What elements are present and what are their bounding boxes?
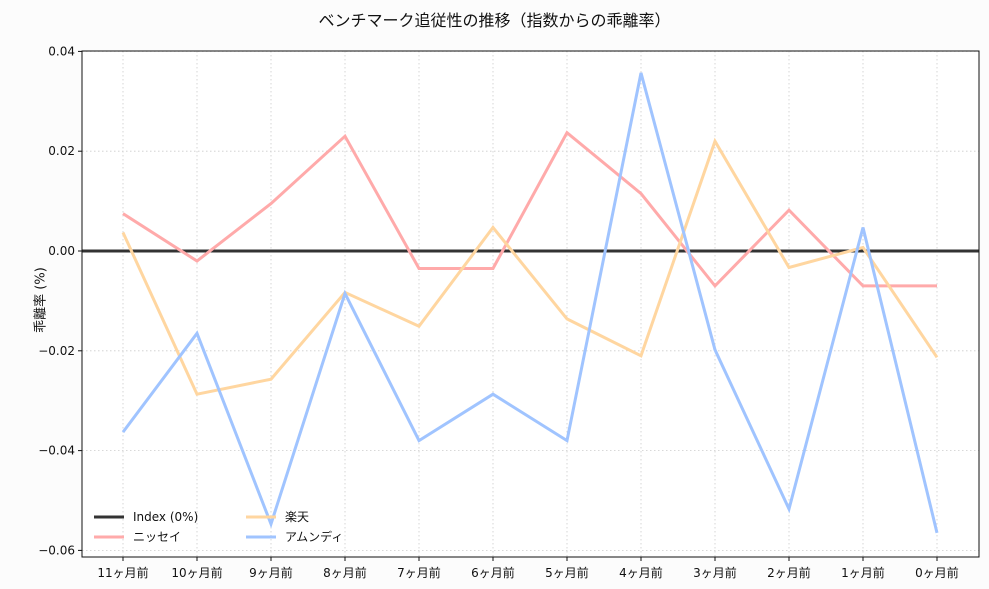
y-tick-label: −0.04 — [38, 444, 75, 458]
x-tick-label: 8ヶ月前 — [323, 565, 367, 580]
y-tick-label: 0.02 — [48, 144, 75, 158]
x-tick-label: 3ヶ月前 — [693, 565, 737, 580]
x-tick-label: 10ヶ月前 — [171, 565, 222, 580]
y-tick-label: 0.00 — [48, 244, 75, 258]
x-tick-label: 0ヶ月前 — [915, 565, 959, 580]
x-tick-label: 2ヶ月前 — [767, 565, 811, 580]
x-tick-label: 7ヶ月前 — [397, 565, 441, 580]
plot-frame — [81, 50, 980, 558]
x-axis-ticks: 11ヶ月前 10ヶ月前 9ヶ月前 8ヶ月前 7ヶ月前 6ヶ月前 5ヶ月前 4ヶ月前 3ヶ月前 2ヶ… — [97, 557, 959, 580]
x-tick-label: 4ヶ月前 — [619, 565, 663, 580]
series-line — [121, 137, 939, 396]
x-tick-label: 5ヶ月前 — [545, 565, 589, 580]
legend-label: ニッセイ — [133, 530, 181, 544]
x-tick-label: 9ヶ月前 — [249, 565, 293, 580]
x-tick-label: 1ヶ月前 — [841, 565, 885, 580]
legend-label: 楽天 — [285, 510, 309, 524]
chart-title: ベンチマーク追従性の推移（指数からの乖離率） — [318, 11, 671, 30]
plot-area — [82, 51, 979, 557]
series-line — [122, 130, 937, 289]
y-tick-label: −0.02 — [38, 344, 75, 358]
series-lines — [82, 72, 979, 534]
y-axis-ticks: 0.04 0.02 0.00 −0.02 −0.04 −0.06 — [38, 44, 82, 557]
x-tick-label: 6ヶ月前 — [471, 565, 515, 580]
series-line — [121, 72, 939, 534]
x-tick-label: 11ヶ月前 — [97, 565, 148, 580]
y-tick-label: 0.04 — [48, 44, 75, 58]
legend-label: Index (0%) — [133, 510, 198, 524]
y-tick-label: −0.06 — [38, 543, 75, 557]
legend-label: アムンディ — [285, 529, 343, 544]
